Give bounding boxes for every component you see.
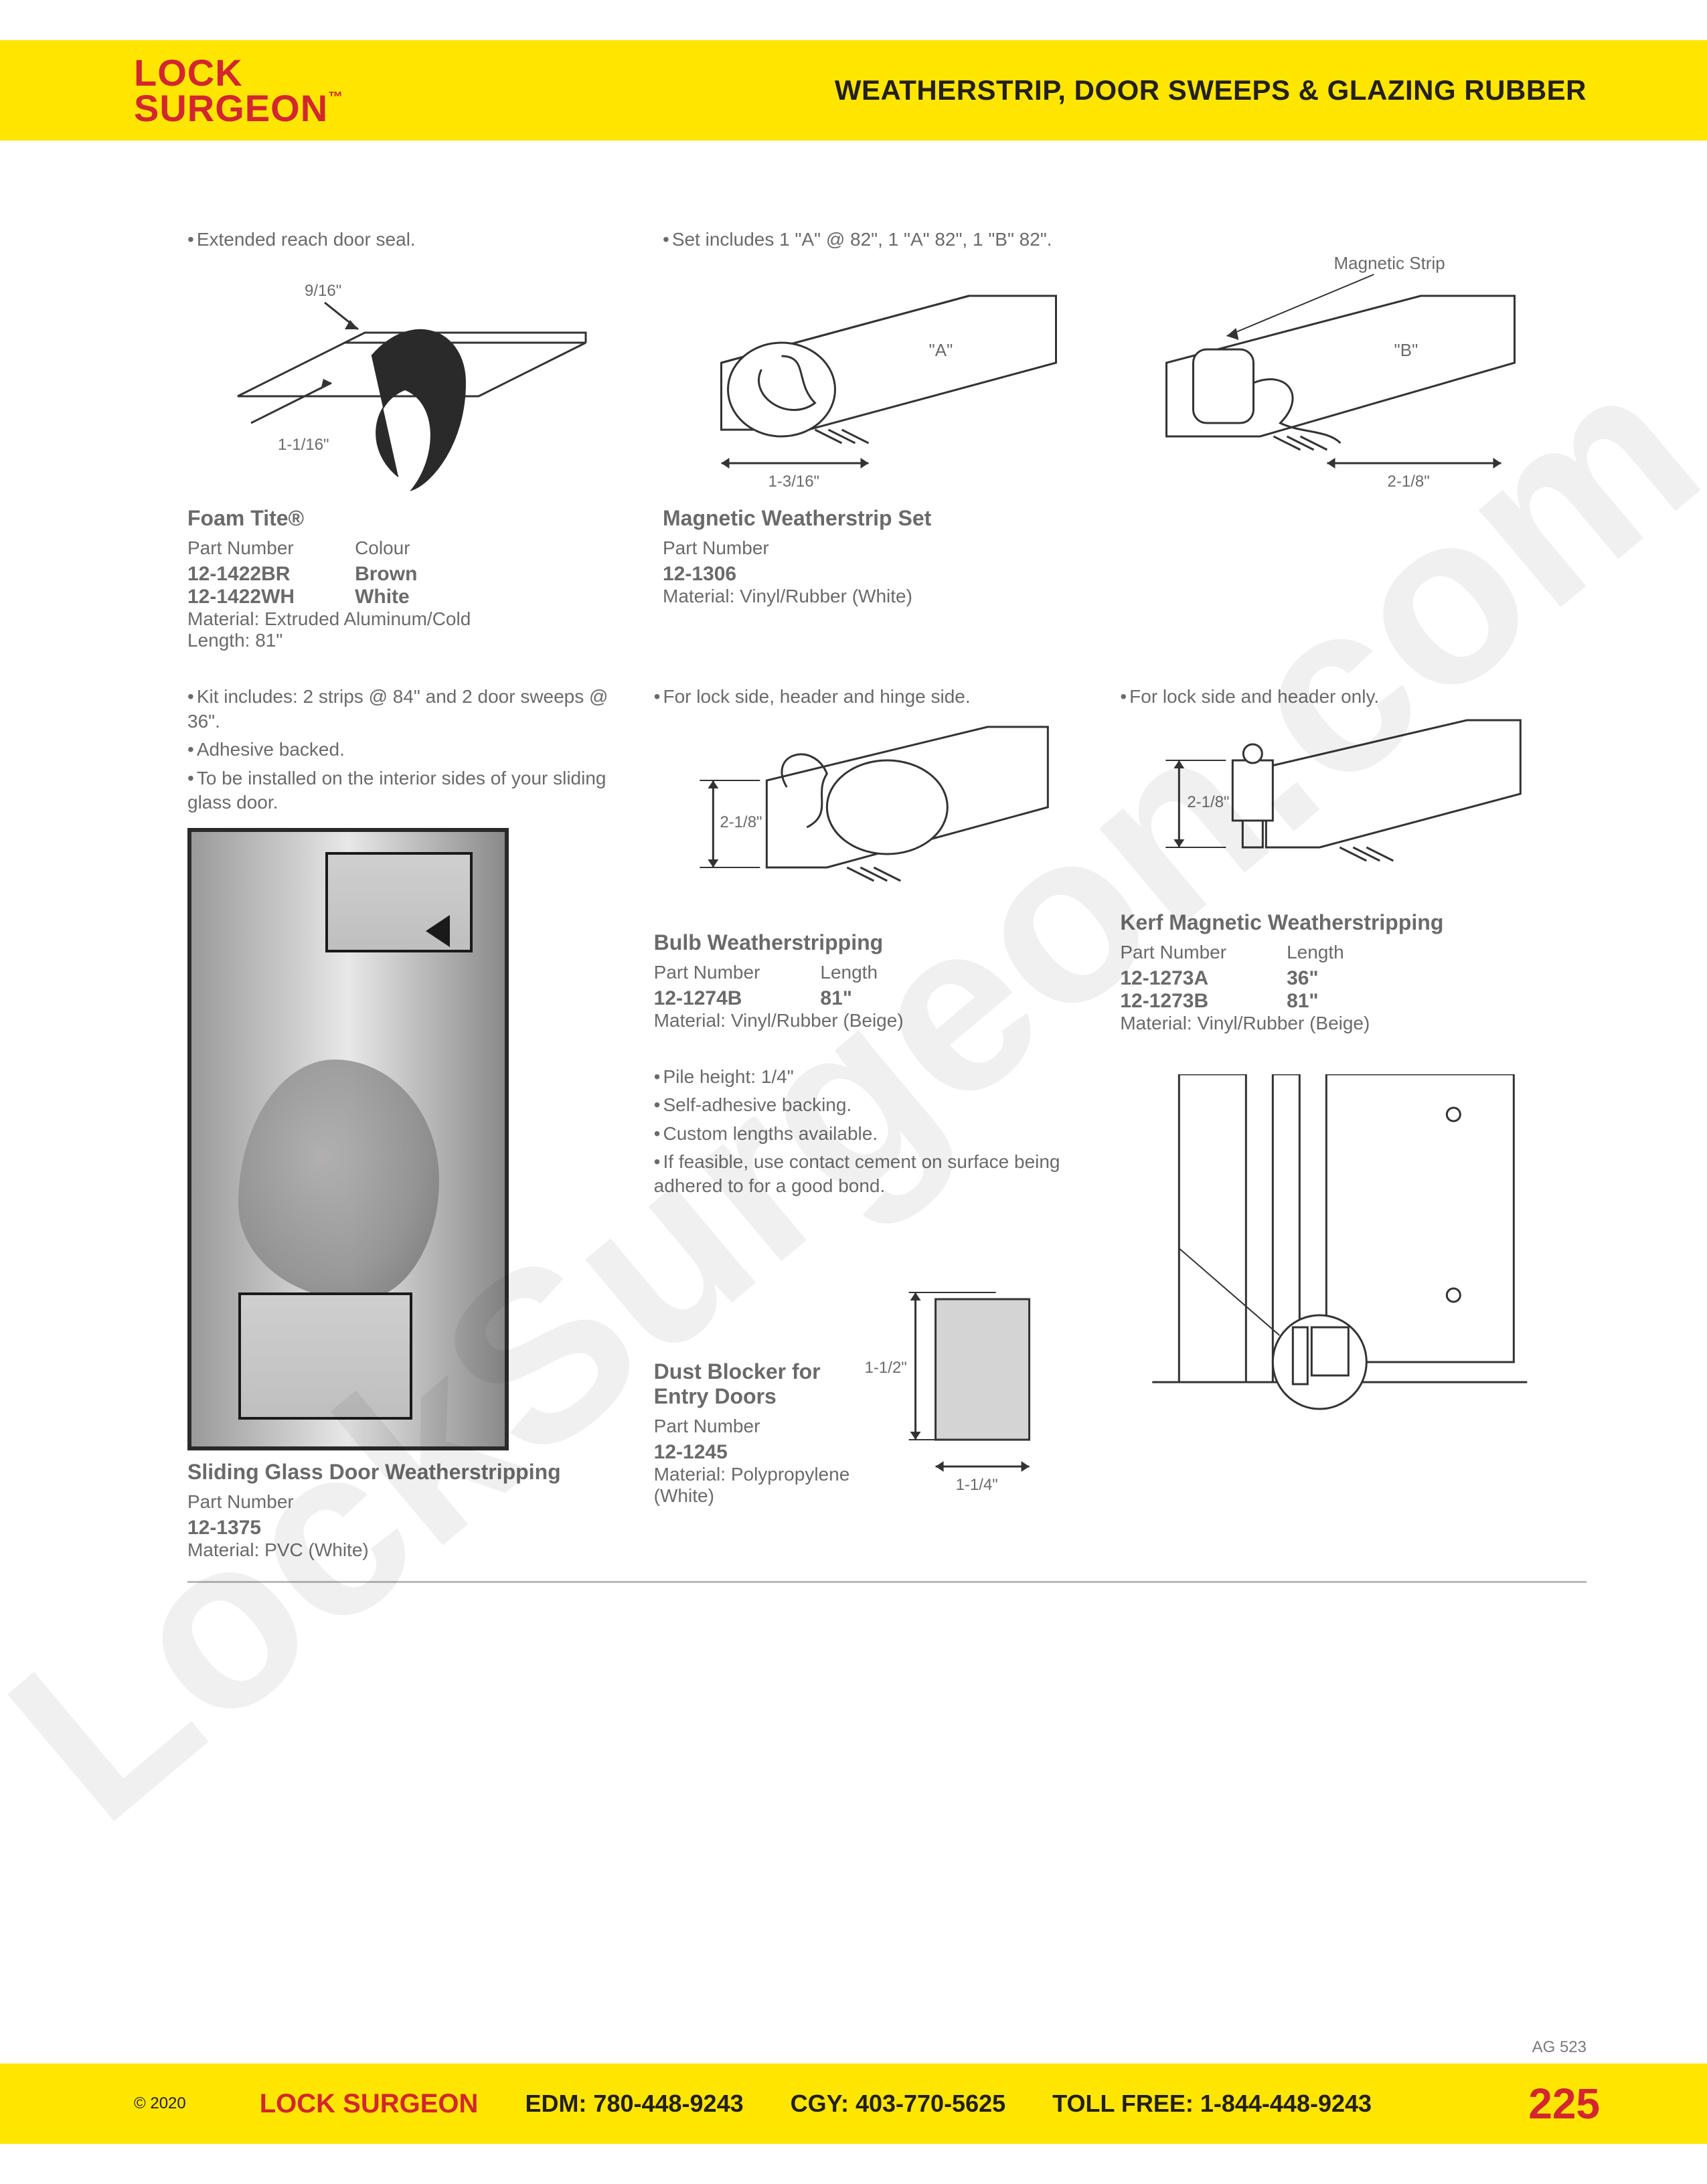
foam-dim-bottom: 1-1/16" — [278, 436, 329, 454]
foam-part-hdr: Part Number — [187, 537, 295, 559]
magset-title: Magnetic Weatherstrip Set — [663, 506, 1560, 531]
brand-logo: LOCK SURGEON™ — [134, 55, 343, 126]
foam-tite-title: Foam Tite® — [187, 506, 636, 531]
kerf-part-hdr: Part Number — [1120, 942, 1226, 963]
kerf-pn-1: 12-1273B — [1120, 990, 1226, 1013]
header-band: LOCK SURGEON™ WEATHERSTRIP, DOOR SWEEPS … — [0, 40, 1707, 141]
kerf-col: For lock side and header only. 2-1/8" — [1120, 685, 1587, 1561]
magset-dim-b: 2-1/8" — [1388, 473, 1430, 491]
sliding-material: Material: PVC (White) — [187, 1539, 627, 1561]
door-diagram — [1120, 1074, 1560, 1422]
dust-note-1: Self-adhesive backing. — [654, 1093, 1094, 1117]
foam-pn-1: 12-1422WH — [187, 586, 295, 608]
magset-note: Set includes 1 "A" @ 82", 1 "A" 82", 1 "… — [663, 228, 1560, 252]
catalog-page: LockSurgeon.com LOCK SURGEON™ WEATHERSTR… — [0, 0, 1707, 2184]
kerf-pn-0: 12-1273A — [1120, 967, 1226, 990]
page-section-title: WEATHERSTRIP, DOOR SWEEPS & GLAZING RUBB… — [835, 74, 1587, 106]
dust-dim-w: 1-1/4" — [956, 1476, 998, 1494]
middle-col: For lock side, header and hinge side. 2-… — [654, 685, 1121, 1561]
dust-part-hdr: Part Number — [654, 1416, 852, 1437]
foam-colour-hdr: Colour — [355, 537, 417, 559]
foam-material: Material: Extruded Aluminum/Cold — [187, 608, 636, 630]
foam-dim-top: 9/16" — [305, 282, 341, 300]
sliding-pn: 12-1375 — [187, 1517, 627, 1539]
bulb-part-hdr: Part Number — [654, 962, 760, 983]
sliding-panel-bottom — [238, 1292, 412, 1420]
kerf-part-table: Part Number 12-1273A 12-1273B Length 36"… — [1120, 942, 1560, 1013]
bulb-material: Material: Vinyl/Rubber (Beige) — [654, 1010, 1094, 1031]
sliding-note-1: Adhesive backed. — [187, 738, 627, 762]
dust-material: Material: Polypropylene (White) — [654, 1464, 852, 1507]
row-2: Kit includes: 2 strips @ 84" and 2 door … — [187, 685, 1587, 1561]
footer-band: © 2020 LOCK SURGEON EDM: 780-448-9243 CG… — [0, 2064, 1707, 2144]
magset-diagram-a: "A" 1-3/16" — [663, 256, 1101, 497]
dust-text-col: Dust Blocker for Entry Doors Part Number… — [654, 1212, 852, 1507]
dust-note-0: Pile height: 1/4" — [654, 1065, 1094, 1089]
foam-length: Length: 81" — [187, 630, 636, 651]
sliding-part-hdr: Part Number — [187, 1491, 627, 1513]
magset-label-b: "B" — [1394, 340, 1418, 360]
ag-code: AG 523 — [1532, 2038, 1587, 2057]
bulb-note: For lock side, header and hinge side. — [654, 685, 1094, 709]
dust-pn: 12-1245 — [654, 1441, 852, 1464]
kerf-note: For lock side and header only. — [1120, 685, 1560, 709]
bulb-dim: 2-1/8" — [720, 813, 762, 831]
sliding-note-2: To be installed on the interior sides of… — [187, 766, 627, 815]
sliding-photo — [187, 828, 509, 1450]
magset-dim-a: 1-3/16" — [768, 473, 820, 491]
kerf-len-0: 36" — [1287, 967, 1344, 990]
magset-magstrip: Magnetic Strip — [1334, 256, 1445, 273]
foam-colour-1: White — [355, 586, 417, 608]
footer-cgy: CGY: 403-770-5625 — [791, 2090, 1006, 2118]
trademark: ™ — [328, 88, 343, 105]
magset-label-a: "A" — [929, 340, 953, 360]
foam-tite-part-table: Part Number 12-1422BR 12-1422WH Colour B… — [187, 537, 636, 608]
dust-note-3: If feasible, use contact cement on surfa… — [654, 1150, 1094, 1199]
dust-row: Dust Blocker for Entry Doors Part Number… — [654, 1212, 1094, 1507]
kerf-title: Kerf Magnetic Weatherstripping — [1120, 910, 1560, 935]
foam-tite-note: Extended reach door seal. — [187, 228, 636, 252]
kerf-diagram: 2-1/8" — [1120, 713, 1560, 901]
footer-tollfree: TOLL FREE: 1-844-448-9243 — [1052, 2090, 1372, 2118]
bulb-diagram: 2-1/8" — [654, 713, 1094, 921]
dust-title: Dust Blocker for Entry Doors — [654, 1359, 852, 1409]
arrow-icon — [426, 915, 450, 947]
magset-diagram-b: Magnetic Strip "B" 2-1/8" — [1121, 256, 1560, 497]
bulb-len-hdr: Length — [820, 962, 878, 983]
magset-part-hdr: Part Number — [663, 537, 1560, 559]
hand-illustration — [238, 1060, 439, 1300]
kerf-material: Material: Vinyl/Rubber (Beige) — [1120, 1013, 1560, 1034]
copyright: © 2020 — [134, 2094, 186, 2113]
sliding-panel-top — [325, 852, 473, 952]
page-number: 225 — [1528, 2079, 1600, 2128]
foam-colour-0: Brown — [355, 563, 417, 586]
dust-note-2: Custom lengths available. — [654, 1122, 1094, 1146]
foam-tite-block: Extended reach door seal. 9/16" 1-1/16" — [187, 228, 663, 651]
kerf-len-hdr: Length — [1287, 942, 1344, 963]
magset-pn: 12-1306 — [663, 563, 1560, 586]
bulb-pn: 12-1274B — [654, 987, 760, 1010]
footer-brand: LOCK SURGEON — [260, 2089, 479, 2119]
foam-tite-diagram: 9/16" 1-1/16" — [187, 256, 636, 497]
foam-pn-0: 12-1422BR — [187, 563, 295, 586]
logo-line1: LOCK — [134, 55, 343, 90]
sliding-note-0: Kit includes: 2 strips @ 84" and 2 door … — [187, 685, 627, 734]
magset-material: Material: Vinyl/Rubber (White) — [663, 586, 1560, 607]
dust-dim-h: 1-1/2" — [865, 1359, 907, 1377]
logo-line2: SURGEON™ — [134, 90, 343, 126]
magset-diagrams: "A" 1-3/16" Magnetic Strip — [663, 256, 1560, 497]
kerf-len-1: 81" — [1287, 990, 1344, 1013]
dust-diagram: 1-1/2" 1-1/4" — [858, 1266, 1093, 1507]
sliding-block: Kit includes: 2 strips @ 84" and 2 door … — [187, 685, 654, 1561]
bulb-len: 81" — [820, 987, 878, 1010]
footer-edm: EDM: 780-448-9243 — [525, 2090, 743, 2118]
separator — [187, 1581, 1587, 1583]
sliding-title: Sliding Glass Door Weatherstripping — [187, 1460, 627, 1485]
bulb-title: Bulb Weatherstripping — [654, 930, 1094, 955]
magnetic-set-block: Set includes 1 "A" @ 82", 1 "A" 82", 1 "… — [663, 228, 1587, 651]
bulb-part-table: Part Number 12-1274B Length 81" — [654, 962, 1094, 1010]
content-area: Extended reach door seal. 9/16" 1-1/16" — [187, 228, 1587, 2010]
kerf-dim: 2-1/8" — [1188, 793, 1230, 811]
row-1: Extended reach door seal. 9/16" 1-1/16" — [187, 228, 1587, 651]
